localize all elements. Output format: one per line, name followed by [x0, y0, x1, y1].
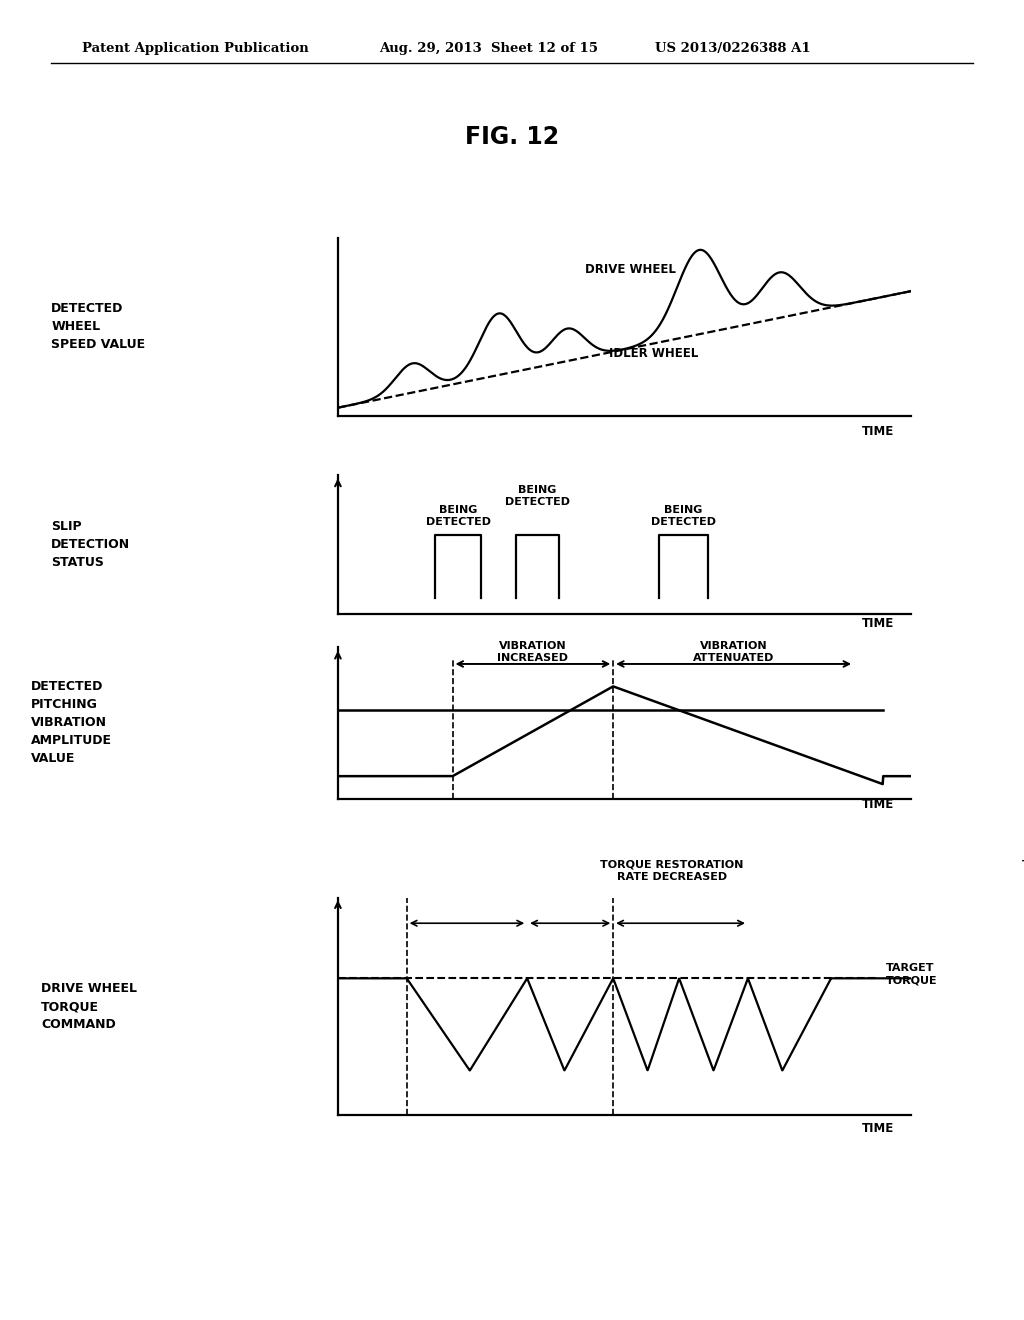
- Text: TIME: TIME: [862, 797, 894, 810]
- Text: VIBRATION
ATTENUATED: VIBRATION ATTENUATED: [693, 640, 774, 663]
- Text: Patent Application Publication: Patent Application Publication: [82, 42, 308, 55]
- Text: DRIVE WHEEL
TORQUE
COMMAND: DRIVE WHEEL TORQUE COMMAND: [41, 982, 137, 1031]
- Text: BEING
DETECTED: BEING DETECTED: [426, 504, 490, 527]
- Text: TIME: TIME: [862, 425, 894, 438]
- Text: BEING
DETECTED: BEING DETECTED: [650, 504, 716, 527]
- Text: US 2013/0226388 A1: US 2013/0226388 A1: [655, 42, 811, 55]
- Text: FIG. 12: FIG. 12: [465, 125, 559, 149]
- Text: Aug. 29, 2013  Sheet 12 of 15: Aug. 29, 2013 Sheet 12 of 15: [379, 42, 598, 55]
- Text: DETECTED
PITCHING
VIBRATION
AMPLITUDE
VALUE: DETECTED PITCHING VIBRATION AMPLITUDE VA…: [31, 680, 112, 766]
- Text: IDLER WHEEL: IDLER WHEEL: [608, 347, 698, 360]
- Text: BEING
DETECTED: BEING DETECTED: [505, 484, 570, 507]
- Text: TORQUE RESTORATION
RATE DECREASED: TORQUE RESTORATION RATE DECREASED: [600, 859, 743, 882]
- Text: TORQUE RESTORATION
RATE INCREASED: TORQUE RESTORATION RATE INCREASED: [1022, 859, 1024, 882]
- Text: SLIP
DETECTION
STATUS: SLIP DETECTION STATUS: [51, 520, 130, 569]
- Text: VIBRATION
INCREASED: VIBRATION INCREASED: [498, 640, 568, 663]
- Text: DRIVE WHEEL: DRIVE WHEEL: [585, 263, 676, 276]
- Text: TIME: TIME: [862, 1122, 894, 1135]
- Text: TARGET
TORQUE: TARGET TORQUE: [886, 964, 937, 986]
- Text: DETECTED
WHEEL
SPEED VALUE: DETECTED WHEEL SPEED VALUE: [51, 302, 145, 351]
- Text: TIME: TIME: [862, 618, 894, 630]
